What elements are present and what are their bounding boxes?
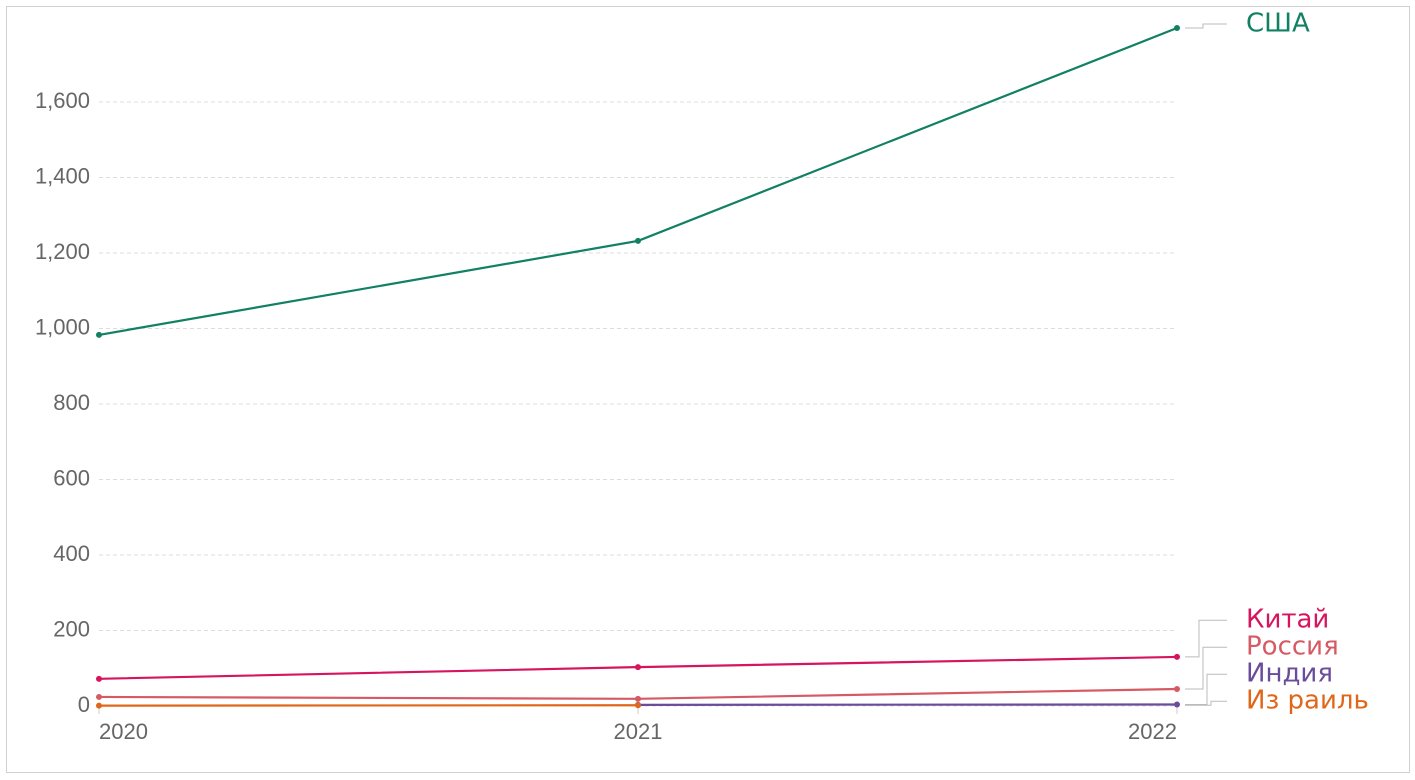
point (96, 331, 102, 338)
y-tick-label: 1,600 (35, 88, 90, 113)
point (635, 664, 641, 671)
point (1174, 653, 1180, 660)
series-label: Из раиль (1246, 686, 1369, 716)
point (635, 237, 641, 244)
series-label: Китай (1246, 605, 1329, 635)
point (1174, 701, 1180, 708)
leader-line (1185, 619, 1227, 658)
y-tick-label: 1,000 (35, 314, 90, 339)
y-tick-label: 200 (53, 616, 90, 641)
point (635, 695, 641, 702)
point (1174, 686, 1180, 693)
point (96, 702, 102, 709)
y-tick-label: 600 (53, 465, 90, 490)
x-tick-label: 2021 (614, 719, 663, 744)
point (635, 702, 641, 709)
y-tick-label: 1,400 (35, 163, 90, 188)
y-tick-label: 1,200 (35, 239, 90, 264)
point (96, 693, 102, 700)
leader-line (1185, 646, 1227, 690)
frame (6, 6, 1410, 773)
y-tick-label: 400 (53, 541, 90, 566)
point (1174, 25, 1180, 32)
leader-line (1185, 673, 1227, 705)
leader-line (1185, 23, 1227, 29)
series-label: Россия (1246, 632, 1339, 662)
leader-line (1185, 700, 1227, 706)
series-label: США (1246, 9, 1310, 39)
series-label: Индия (1246, 659, 1333, 689)
y-tick-label: 800 (53, 390, 90, 415)
point (96, 675, 102, 682)
x-tick-label: 2022 (1128, 719, 1177, 744)
y-tick-label: 0 (78, 692, 90, 717)
x-tick-label: 2020 (99, 719, 148, 744)
